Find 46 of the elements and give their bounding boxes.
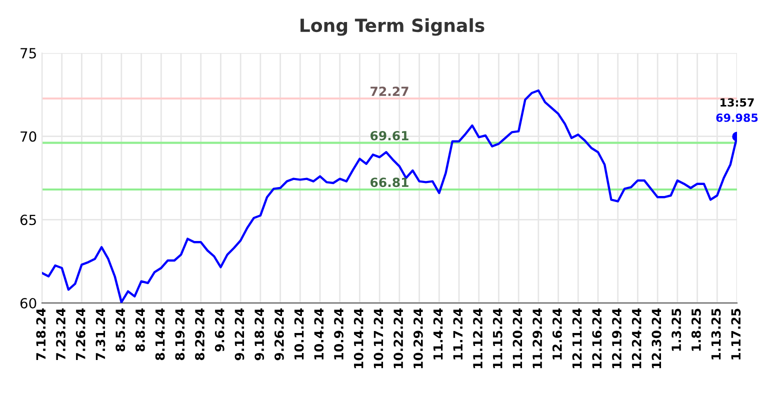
x-tick-label: 9.26.24 (274, 308, 284, 360)
data-label: 69.985 (716, 114, 758, 122)
x-tick-label: 11.12.24 (473, 308, 482, 368)
x-tick-label: 7.26.24 (76, 308, 86, 360)
y-tick-label: 60 (20, 298, 36, 308)
ref-line-label: 69.61 (370, 130, 408, 140)
y-tick-label: 75 (20, 48, 36, 58)
x-tick-label: 1.3.25 (672, 308, 682, 351)
x-tick-label: 9.12.24 (234, 308, 244, 360)
x-tick-label: 10.9.24 (334, 308, 344, 360)
x-tick-label: 11.7.24 (453, 308, 462, 360)
x-tick-label: 10.22.24 (394, 308, 404, 368)
x-tick-label: 10.17.24 (374, 308, 384, 368)
x-tick-label: 7.31.24 (96, 308, 106, 360)
x-tick-label: 8.29.24 (195, 308, 204, 360)
x-tick-label: 12.16.24 (592, 308, 602, 368)
ref-line-label: 66.81 (370, 178, 408, 188)
x-tick-label: 12.30.24 (652, 308, 662, 368)
x-tick-label: 11.4.24 (433, 308, 443, 360)
x-tick-label: 7.23.24 (56, 308, 66, 360)
annotation: 13:57 (720, 98, 754, 107)
x-tick-label: 10.14.24 (354, 308, 364, 368)
x-tick-label: 8.14.24 (155, 308, 165, 360)
x-tick-label: 11.20.24 (512, 308, 522, 368)
x-tick-label: 10.29.24 (413, 308, 423, 368)
x-tick-label: 12.19.24 (612, 308, 622, 368)
x-tick-label: 7.18.24 (36, 308, 46, 360)
chart-title: Long Term Signals (300, 18, 484, 36)
y-tick-label: 65 (20, 214, 36, 226)
x-tick-label: 8.19.24 (175, 308, 185, 360)
x-tick-label: 9.6.24 (214, 308, 224, 352)
x-tick-label: 11.29.24 (532, 308, 542, 368)
x-tick-label: 10.4.24 (314, 308, 324, 360)
x-tick-label: 10.1.24 (294, 308, 304, 360)
x-tick-label: 12.24.24 (632, 308, 642, 368)
x-tick-label: 1.8.25 (691, 308, 701, 351)
x-tick-label: 1.17.25 (731, 308, 741, 360)
x-tick-label: 1.13.25 (711, 308, 721, 360)
x-tick-label: 8.5.24 (116, 308, 126, 352)
x-tick-label: 9.18.24 (254, 308, 264, 360)
x-tick-label: 8.8.24 (135, 308, 145, 352)
ref-line-label: 72.27 (370, 86, 408, 96)
x-tick-label: 12.6.24 (552, 308, 562, 360)
x-tick-label: 12.11.24 (572, 308, 582, 368)
y-tick-label: 70 (20, 131, 36, 142)
x-tick-label: 11.15.24 (492, 308, 502, 368)
